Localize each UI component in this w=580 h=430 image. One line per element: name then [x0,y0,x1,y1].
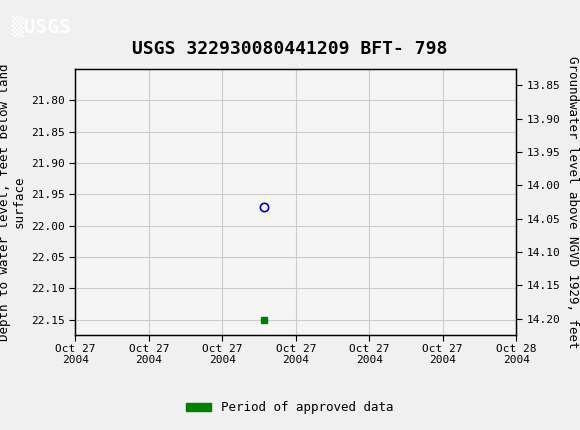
Y-axis label: Depth to water level, feet below land
surface: Depth to water level, feet below land su… [0,63,26,341]
Text: ▒USGS: ▒USGS [12,15,70,37]
Text: USGS 322930080441209 BFT- 798: USGS 322930080441209 BFT- 798 [132,40,448,58]
Y-axis label: Groundwater level above NGVD 1929, feet: Groundwater level above NGVD 1929, feet [566,56,579,348]
Legend: Period of approved data: Period of approved data [181,396,399,419]
